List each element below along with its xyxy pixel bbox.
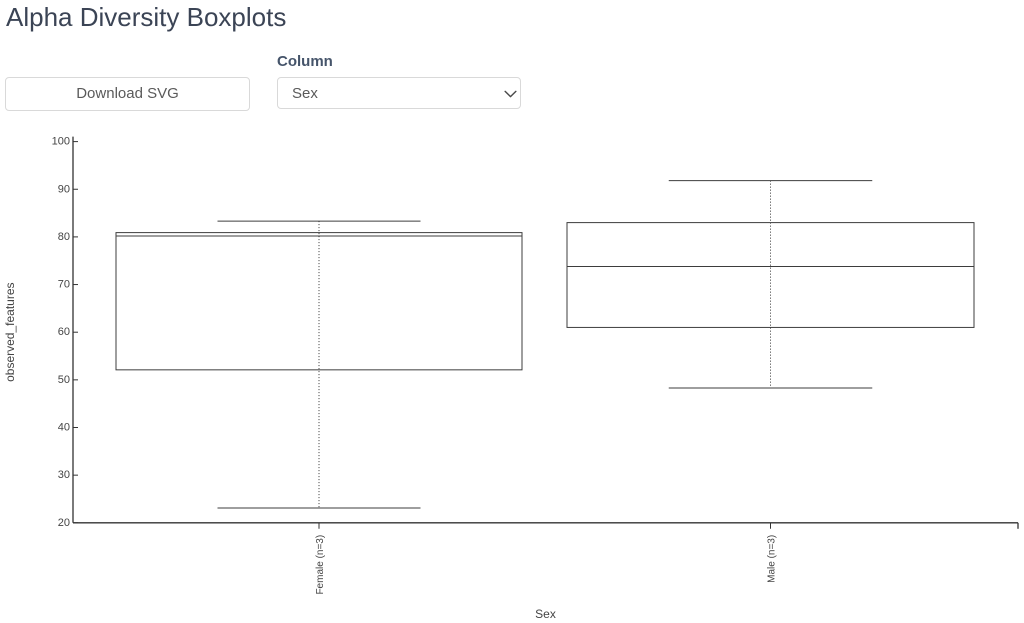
svg-text:50: 50	[58, 374, 70, 386]
svg-text:20: 20	[58, 517, 70, 529]
svg-text:70: 70	[58, 279, 70, 291]
svg-text:observed_features: observed_features	[3, 282, 17, 381]
svg-text:Sex: Sex	[535, 607, 556, 621]
svg-text:80: 80	[58, 231, 70, 243]
svg-text:Female (n=3): Female (n=3)	[315, 535, 326, 595]
svg-text:30: 30	[58, 469, 70, 481]
svg-text:90: 90	[58, 183, 70, 195]
svg-text:60: 60	[58, 326, 70, 338]
svg-text:Male (n=3): Male (n=3)	[767, 535, 778, 583]
svg-text:40: 40	[58, 422, 70, 434]
svg-text:100: 100	[52, 136, 70, 148]
